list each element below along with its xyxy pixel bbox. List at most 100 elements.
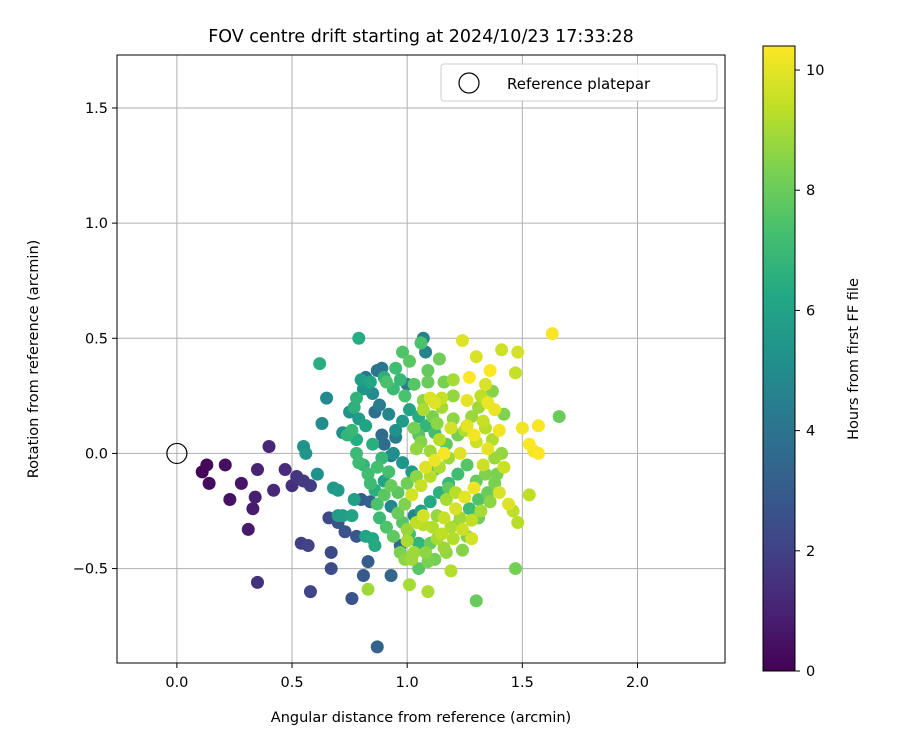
colorbar-tick-label: 4: [806, 424, 815, 440]
data-point: [407, 377, 421, 391]
data-point: [400, 476, 414, 490]
data-point: [248, 490, 262, 504]
data-point: [455, 543, 469, 557]
data-point: [370, 640, 384, 654]
data-point: [223, 492, 237, 506]
colorbar-label: Hours from first FF file: [846, 278, 862, 440]
y-tick-label: 1.0: [85, 216, 108, 232]
data-point: [412, 562, 426, 576]
data-point: [416, 403, 430, 417]
data-point: [421, 585, 435, 599]
data-point: [508, 366, 522, 380]
data-point: [396, 345, 410, 359]
colorbar-tick-label: 10: [806, 63, 824, 79]
data-point: [350, 529, 364, 543]
data-point: [492, 486, 506, 500]
data-point: [402, 354, 416, 368]
data-point: [391, 506, 405, 520]
data-point: [467, 481, 481, 495]
data-point: [522, 437, 536, 451]
data-point: [338, 525, 352, 539]
data-point: [345, 509, 359, 523]
data-point: [361, 582, 375, 596]
y-tick-label: −0.5: [73, 562, 108, 578]
data-point: [460, 458, 474, 472]
data-point: [359, 419, 373, 433]
data-point: [458, 490, 472, 504]
data-point: [472, 492, 486, 506]
data-point: [437, 511, 451, 525]
data-point: [453, 446, 467, 460]
data-point: [315, 416, 329, 430]
data-point: [495, 343, 509, 357]
plot-frame: [116, 54, 726, 664]
data-point: [409, 442, 423, 456]
legend-box: [440, 63, 718, 102]
data-point: [246, 502, 260, 516]
data-point: [481, 442, 495, 456]
data-point: [384, 568, 398, 582]
data-point: [393, 373, 407, 387]
x-tick-label: 0.5: [280, 675, 303, 691]
data-point: [428, 396, 442, 410]
data-point: [345, 592, 359, 606]
data-point: [373, 398, 387, 412]
data-point: [361, 467, 375, 481]
colorbar-tick-label: 2: [806, 544, 815, 560]
data-point: [439, 492, 453, 506]
data-point: [267, 483, 281, 497]
data-point: [444, 421, 458, 435]
data-point: [299, 446, 313, 460]
data-point: [437, 446, 451, 460]
data-point: [419, 419, 433, 433]
data-point: [465, 532, 479, 546]
data-point: [234, 476, 248, 490]
data-point: [460, 393, 474, 407]
data-point: [331, 483, 345, 497]
data-point: [455, 334, 469, 348]
data-point: [455, 522, 469, 536]
data-point: [396, 456, 410, 470]
y-tick-label: 0.5: [85, 331, 108, 347]
data-point: [370, 460, 384, 474]
data-point: [352, 331, 366, 345]
data-point: [465, 513, 479, 527]
data-point: [324, 562, 338, 576]
data-point: [462, 502, 476, 516]
data-point: [545, 327, 559, 341]
colorbar: 0 2 4 6 8 10 Hours from first FF file: [762, 45, 862, 680]
data-point: [278, 463, 292, 477]
data-point: [421, 375, 435, 389]
data-point: [414, 479, 428, 493]
data-point: [432, 433, 446, 447]
data-point: [218, 458, 232, 472]
data-point: [363, 375, 377, 389]
data-point: [241, 522, 255, 536]
data-point: [432, 352, 446, 366]
data-point: [313, 357, 327, 371]
data-point: [402, 578, 416, 592]
data-point: [474, 504, 488, 518]
data-point: [324, 545, 338, 559]
data-point: [552, 410, 566, 424]
data-point: [361, 555, 375, 569]
data-point: [352, 456, 366, 470]
data-point: [405, 488, 419, 502]
data-point: [382, 407, 396, 421]
data-point: [200, 458, 214, 472]
data-point: [262, 440, 276, 454]
data-point: [469, 350, 483, 364]
data-point: [488, 451, 502, 465]
data-point: [419, 460, 433, 474]
colorbar-tick-label: 6: [806, 303, 815, 319]
legend-label: Reference platepar: [507, 75, 651, 93]
data-point: [435, 527, 449, 541]
data-point: [320, 391, 334, 405]
reference-platepar-marker: [166, 442, 188, 465]
data-point: [511, 516, 525, 530]
x-tick-label: 0.0: [165, 675, 188, 691]
data-point: [467, 428, 481, 442]
data-point: [389, 361, 403, 375]
legend-marker-icon: [458, 72, 480, 94]
data-point: [310, 467, 324, 481]
